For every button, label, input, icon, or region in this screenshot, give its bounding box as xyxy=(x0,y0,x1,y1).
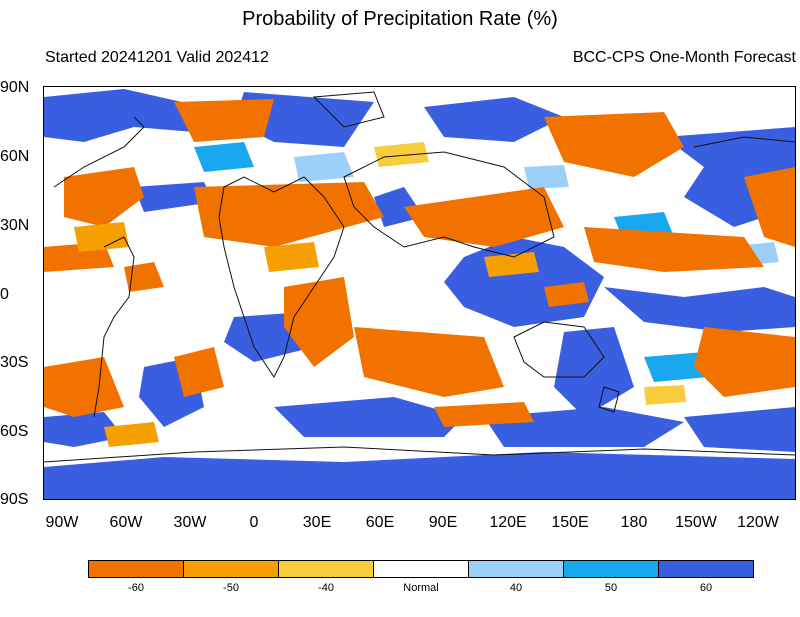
legend-swatch-wet-50 xyxy=(564,561,659,577)
map-canvas xyxy=(44,87,795,499)
legend-label-wet-40: 40 xyxy=(509,582,523,594)
map-title: Probability of Precipitation Rate (%) xyxy=(242,8,558,30)
legend-swatch-dry-40 xyxy=(279,561,374,577)
legend-colorbar xyxy=(88,560,754,578)
lon-label-30e: 30E xyxy=(302,514,332,531)
lat-label-90s: 90S xyxy=(0,491,29,508)
dry-weak-regions xyxy=(374,142,686,405)
lon-label-30w: 30W xyxy=(173,514,207,531)
lon-label-150w: 150W xyxy=(675,514,717,531)
legend-label-wet-50: 50 xyxy=(604,582,618,594)
legend-swatch-dry-50 xyxy=(184,561,279,577)
legend-label-wet-60: 60 xyxy=(699,582,713,594)
lat-label-60s: 60S xyxy=(0,423,29,440)
lat-label-30n: 30N xyxy=(0,217,30,234)
legend-swatch-wet-40 xyxy=(469,561,564,577)
lat-label-90n: 90N xyxy=(0,79,30,96)
lat-label-60n: 60N xyxy=(0,148,30,165)
lon-label-0: 0 xyxy=(249,514,259,531)
legend-label-dry-60: -60 xyxy=(128,582,144,594)
legend-swatch-normal xyxy=(374,561,469,577)
lon-label-60w: 60W xyxy=(109,514,143,531)
legend-label-dry-40: -40 xyxy=(318,582,334,594)
legend-label-normal: Normal xyxy=(403,582,439,594)
lon-label-180: 180 xyxy=(620,514,648,531)
dry-mid-regions xyxy=(74,222,539,447)
lon-label-150e: 150E xyxy=(551,514,589,531)
coastlines xyxy=(44,91,795,463)
lon-label-90e: 90E xyxy=(428,514,458,531)
lon-label-120e: 120E xyxy=(489,514,527,531)
lat-label-equator: 0 xyxy=(0,286,9,303)
legend-swatch-dry-60 xyxy=(89,561,184,577)
legend-swatch-wet-60 xyxy=(659,561,753,577)
lat-label-30s: 30S xyxy=(0,354,29,371)
legend-label-dry-50: -50 xyxy=(223,582,239,594)
lon-label-60e: 60E xyxy=(365,514,395,531)
lon-label-90w: 90W xyxy=(45,514,79,531)
forecast-source: BCC-CPS One-Month Forecast xyxy=(572,49,796,66)
forecast-dates: Started 20241201 Valid 202412 xyxy=(45,49,269,66)
lon-label-120w: 120W xyxy=(737,514,779,531)
dry-anomaly-regions xyxy=(44,99,795,427)
precip-probability-map xyxy=(43,86,796,500)
